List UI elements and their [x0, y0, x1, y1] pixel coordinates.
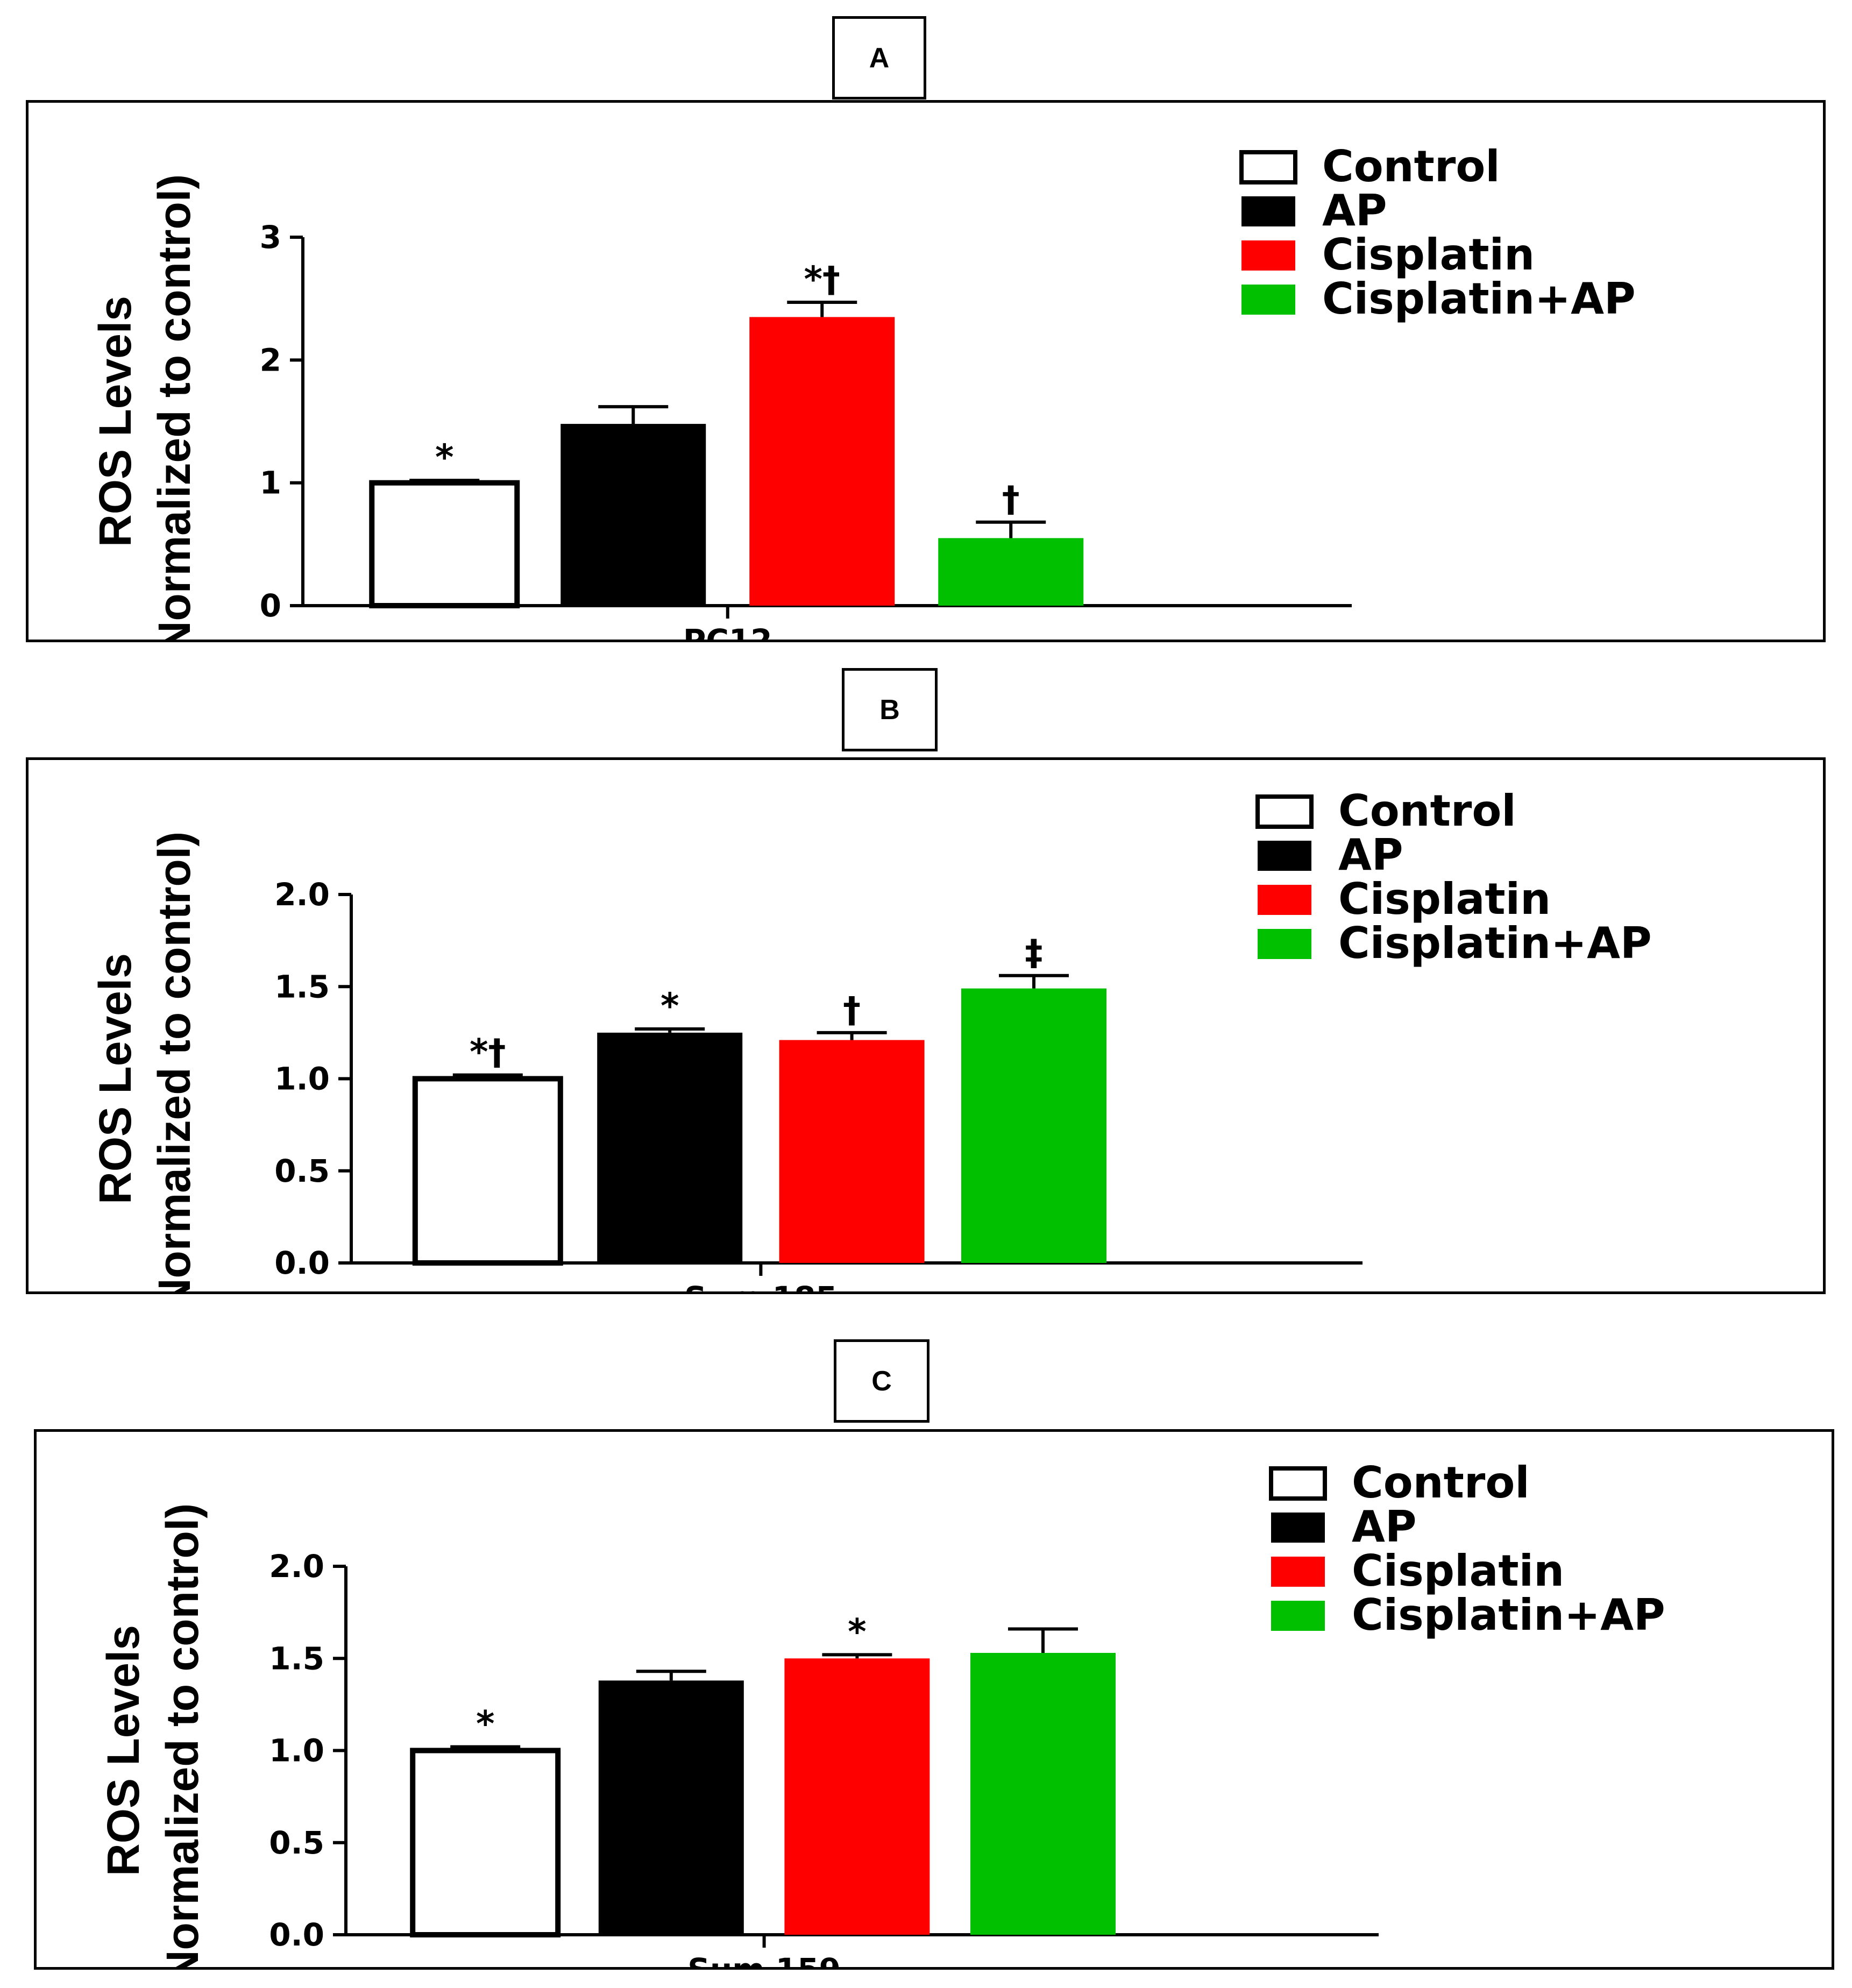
legend-swatch: [1271, 1557, 1325, 1587]
significance-mark: *: [661, 985, 679, 1027]
bar: [560, 424, 706, 606]
legend-label: Cisplatin+AP: [1322, 274, 1636, 324]
y-tick-label: 2: [260, 342, 281, 378]
y-tick-label: 2.0: [269, 1548, 324, 1585]
legend-label: Control: [1352, 1458, 1530, 1508]
legend-swatch: [1241, 240, 1295, 271]
y-tick-label: 1.5: [274, 968, 330, 1005]
legend-label: Cisplatin: [1352, 1546, 1564, 1596]
significance-mark: *†: [470, 1032, 506, 1073]
y-tick-label: 0.0: [274, 1245, 330, 1281]
y-tick-label: 0.5: [269, 1824, 324, 1861]
significance-mark: *: [435, 437, 454, 478]
bar: [598, 1680, 744, 1935]
y-axis-title-line2: (Normalized to control): [149, 174, 200, 642]
legend-swatch: [1271, 1513, 1325, 1543]
panel-c-letter-text: C: [871, 1365, 892, 1397]
y-axis-title: ROS Levels (Normalized to control): [90, 174, 200, 642]
legend-swatch: [1258, 841, 1311, 871]
legend-swatch: [1258, 885, 1311, 915]
legend-label: Cisplatin+AP: [1338, 918, 1652, 968]
y-tick-label: 0.5: [274, 1153, 330, 1189]
y-axis-title-line2: (Normalized to control): [157, 1503, 208, 1970]
panel-a-letter: A: [832, 16, 926, 100]
y-tick-label: 1.5: [269, 1640, 324, 1677]
y-axis-title-line1: ROS Levels: [98, 1625, 148, 1876]
significance-mark: †: [1002, 479, 1020, 520]
panel-b-chart: ROS Levels (Normalized to control) 0.0 0.5 1…: [90, 786, 1652, 1294]
legend-label: Cisplatin: [1322, 230, 1535, 280]
legend-swatch: [1258, 929, 1311, 959]
y-tick-label: 1.0: [269, 1733, 324, 1769]
bar: [970, 1652, 1116, 1935]
bar: [597, 1032, 743, 1263]
legend-swatch: [1239, 150, 1297, 184]
y-tick-label: 3: [260, 219, 281, 255]
y-tick-label: 0.0: [269, 1916, 324, 1953]
y-axis-title: ROS Levels (Normalized to control): [90, 832, 200, 1294]
legend-swatch: [1241, 285, 1295, 315]
legend-label: AP: [1322, 186, 1387, 236]
significance-mark: *†: [804, 259, 840, 300]
bar: [410, 1748, 561, 1937]
legend-label: AP: [1352, 1502, 1417, 1552]
y-axis-title-line1: ROS Levels: [90, 296, 140, 547]
panel-b-letter-text: B: [879, 694, 900, 726]
significance-mark: †: [843, 989, 861, 1031]
legend-swatch: [1255, 794, 1314, 829]
bar: [779, 1040, 925, 1263]
panel-c-chart: ROS Levels (Normalized to control) 0.0 0.5 1…: [98, 1458, 1665, 1970]
legend-label: Control: [1338, 786, 1516, 836]
panel-a-chart: ROS Levels (Normalized to control) 0 1 2 3 PC1…: [90, 141, 1636, 642]
legend-swatch: [1269, 1466, 1327, 1501]
bar: [938, 538, 1084, 606]
legend-swatch: [1271, 1601, 1325, 1631]
y-axis-title-line1: ROS Levels: [90, 953, 140, 1204]
bar: [784, 1658, 930, 1935]
x-category-label: PC12: [683, 622, 772, 642]
panel-c: ROS Levels (Normalized to control) 0.0 0.5 1…: [34, 1429, 1834, 1970]
bar: [961, 988, 1106, 1263]
x-category-label: Sum 159: [687, 1951, 841, 1970]
legend-label: Control: [1322, 141, 1500, 191]
y-tick-label: 0: [260, 587, 281, 624]
significance-mark: ‡: [1025, 932, 1043, 974]
legend-label: Cisplatin: [1338, 874, 1551, 924]
y-axis-title: ROS Levels (Normalized to control): [98, 1503, 208, 1970]
bar: [412, 1076, 563, 1266]
legend-label: Cisplatin+AP: [1352, 1590, 1665, 1640]
panel-b-letter: B: [842, 668, 938, 751]
panel-a: ROS Levels (Normalized to control) 0 1 2 3 PC1…: [26, 100, 1826, 642]
panel-b: ROS Levels (Normalized to control) 0.0 0.5 1…: [26, 757, 1826, 1294]
y-tick-label: 2.0: [274, 876, 330, 913]
legend-label: AP: [1338, 830, 1403, 880]
legend-swatch: [1241, 196, 1295, 226]
bar: [749, 317, 895, 606]
bar: [369, 480, 520, 609]
x-category-label: Sum 185: [684, 1280, 838, 1294]
y-tick-label: 1.0: [274, 1061, 330, 1097]
panel-a-letter-text: A: [869, 42, 890, 74]
y-axis-title-line2: (Normalized to control): [149, 832, 200, 1294]
y-tick-label: 1: [260, 465, 281, 501]
panel-c-letter: C: [834, 1339, 929, 1423]
significance-mark: *: [848, 1611, 867, 1652]
significance-mark: *: [476, 1703, 495, 1745]
